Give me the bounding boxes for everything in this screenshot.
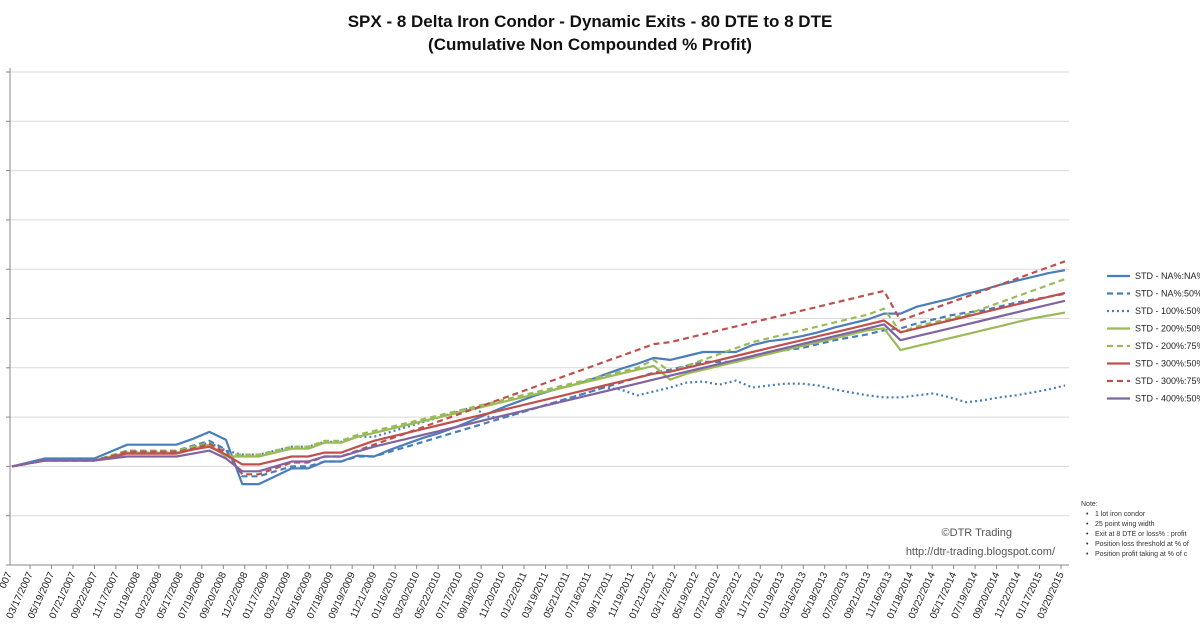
series-line-4 xyxy=(11,278,1066,468)
notes-bullet-2-marker: • xyxy=(1086,521,1089,528)
legend-label-6: STD - 300%:75% xyxy=(1135,376,1200,386)
chart-title-line2: (Cumulative Non Compounded % Profit) xyxy=(428,35,752,54)
legend-label-2: STD - 100%:50% xyxy=(1135,306,1200,316)
notes-bullet-4-marker: • xyxy=(1086,541,1089,548)
legend-label-3: STD - 200%:50% xyxy=(1135,324,1200,334)
series-line-5 xyxy=(11,291,1066,468)
legend-label-7: STD - 400%:50% xyxy=(1135,394,1200,404)
axes xyxy=(9,68,1069,566)
watermark-url: http://dtr-trading.blogspot.com/ xyxy=(906,546,1056,558)
notes-item-2: 25 point wing width xyxy=(1095,521,1155,528)
notes-bullet-5-marker: • xyxy=(1086,551,1089,558)
notes-box: Note: • 1 lot iron condor • 25 point win… xyxy=(1081,501,1189,558)
notes-item-1: 1 lot iron condor xyxy=(1095,511,1146,518)
legend-label-5: STD - 300%:50% xyxy=(1135,359,1200,369)
notes-bullet-1-marker: • xyxy=(1086,511,1089,518)
legend-label-0: STD - NA%:NA% xyxy=(1135,271,1200,281)
legend-label-4: STD - 200%:75% xyxy=(1135,341,1200,351)
chart-title-line1: SPX - 8 Delta Iron Condor - Dynamic Exit… xyxy=(348,12,833,31)
watermark-copyright: ©DTR Trading xyxy=(942,527,1012,539)
notes-bullet-3-marker: • xyxy=(1086,531,1089,538)
notes-item-5: Position profit taking at % of c xyxy=(1095,551,1188,558)
notes-item-4: Position loss threshold at % of xyxy=(1095,541,1189,548)
notes-header: Note: xyxy=(1081,501,1098,508)
legend-label-1: STD - NA%:50% xyxy=(1135,289,1200,299)
y-axis-ticks xyxy=(6,71,10,566)
series-line-7 xyxy=(11,299,1066,473)
grid xyxy=(10,71,1069,566)
series-lines xyxy=(11,260,1066,486)
notes-item-3: Exit at 8 DTE or loss% : profit xyxy=(1095,531,1186,538)
legend: STD - NA%:NA% STD - NA%:50% STD - 100%:50%… xyxy=(1107,271,1200,404)
